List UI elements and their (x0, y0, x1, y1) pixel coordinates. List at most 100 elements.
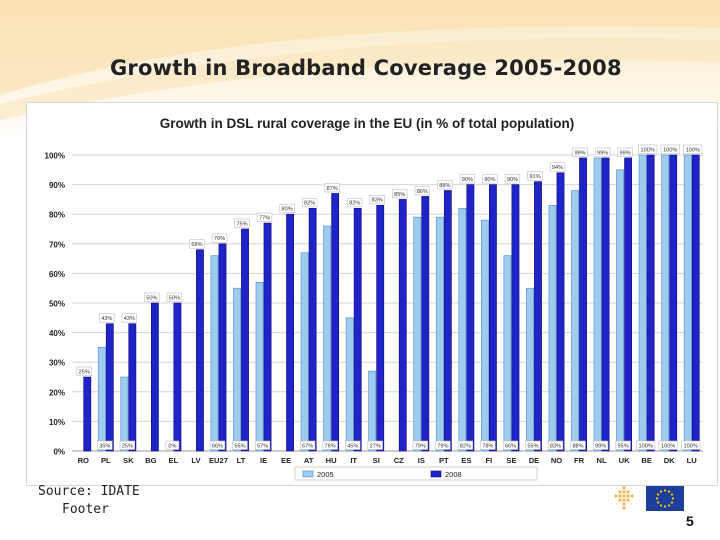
data-label-2008-it: 82% (349, 201, 360, 207)
logo-dot (618, 498, 622, 502)
data-label-2005-de: 55% (527, 443, 538, 449)
bar-2005-sk (120, 376, 129, 452)
bar-2005-si (368, 370, 377, 452)
bar-2008-se (511, 184, 520, 452)
data-label-2005-no-box (547, 440, 564, 450)
data-label-2005-it-box (345, 440, 361, 450)
flag-star (670, 501, 674, 504)
bar-2005-no (548, 205, 557, 452)
data-label-2008-at-box (301, 197, 318, 208)
x-tick-label-ie: IE (260, 456, 267, 465)
bar-2008-pt (443, 190, 452, 452)
x-tick-label-bg: BG (145, 456, 156, 465)
data-label-2005-fr: 88% (572, 443, 583, 449)
bar-2005-se (503, 255, 512, 452)
y-tick-label: 40% (49, 329, 65, 338)
x-tick-label-cz: CZ (394, 456, 404, 465)
data-label-2005-lu: 100% (684, 443, 698, 449)
data-label-2008-pl-box (99, 313, 115, 323)
data-label-2008-ro-box (76, 366, 92, 376)
data-label-2005-si: 27% (370, 443, 381, 449)
data-label-2005-nl-box (592, 440, 609, 450)
source-note: Source: IDATE (38, 484, 140, 499)
bar-2008-at (308, 207, 317, 452)
flag-star (663, 489, 667, 492)
data-label-2005-at: 67% (302, 443, 313, 449)
y-tick-label: 100% (45, 152, 65, 161)
data-label-2008-fi: 90% (484, 177, 495, 183)
data-label-2008-fr: 99% (574, 150, 585, 156)
data-label-2005-sk-box (119, 440, 135, 450)
data-label-2008-pt-box (437, 180, 453, 190)
data-label-2005-lu-box (681, 440, 701, 450)
logo-dot (622, 506, 626, 510)
x-tick-label-es: ES (461, 456, 471, 465)
data-label-2008-de-box (527, 171, 543, 181)
data-label-2008-ro: 25% (79, 369, 90, 375)
y-tick-label: 70% (49, 240, 65, 249)
data-label-2008-ie: 77% (259, 215, 270, 221)
bar-2005-be (638, 154, 647, 452)
y-tick-label: 10% (49, 418, 65, 427)
data-label-2005-uk-box (615, 440, 631, 450)
bar-2008-es (466, 184, 475, 452)
data-label-2008-is-box (414, 186, 430, 196)
bar-2005-ie (255, 281, 264, 452)
bar-2008-de (534, 181, 542, 452)
flag-star (670, 493, 674, 496)
data-label-2008-ie-box (256, 212, 273, 222)
y-tick-label: 30% (49, 359, 65, 368)
dots-logo-icon (614, 486, 634, 510)
bar-2005-pt (435, 216, 444, 452)
bar-2008-be (646, 154, 655, 452)
data-label-2008-el-box (166, 292, 183, 302)
data-label-2005-pt-box (435, 440, 451, 450)
data-label-2005-lt: 55% (234, 443, 245, 449)
x-tick-label-lt: LT (237, 456, 246, 465)
data-label-2008-eu27-box (211, 233, 228, 243)
bar-2008-ee (286, 213, 294, 452)
chart-title: Growth in DSL rural coverage in the EU (… (160, 116, 575, 131)
eu-flag-icon (646, 486, 684, 511)
y-axis-ticks: 0% 10% 20% 30% 40% 50% 60% 70% 80% 90% 100% (45, 152, 65, 457)
logo-dot (622, 486, 626, 490)
data-label-2005-si-box (367, 440, 383, 450)
bar-2008-dk (669, 154, 678, 452)
data-label-2008-fi-box (482, 174, 498, 184)
bar-2005-at (300, 252, 309, 452)
data-label-2008-uk: 99% (620, 150, 631, 156)
logo-dot (618, 494, 622, 498)
x-tick-label-dk: DK (664, 456, 675, 465)
data-label-2005-lt-box (232, 440, 248, 450)
legend: 2005 2008 (294, 466, 538, 481)
data-label-2005-el: 0% (168, 443, 176, 449)
data-label-2008-es-box (459, 174, 476, 184)
data-label-2008-cz-box (392, 189, 408, 199)
y-tick-label: 20% (49, 388, 65, 397)
flag-star (663, 505, 667, 508)
data-label-2008-es: 90% (462, 177, 473, 183)
y-tick-label: 90% (49, 181, 65, 190)
data-label-2008-cz: 85% (394, 192, 405, 198)
flag-star (667, 504, 671, 507)
x-tick-label-nl: NL (597, 456, 607, 465)
bar-2008-eu27 (218, 243, 227, 452)
logo-dot (614, 494, 618, 498)
bar-2008-fi (489, 184, 497, 452)
data-label-2008-pl: 43% (101, 316, 112, 322)
x-tick-label-it: IT (350, 456, 357, 465)
data-label-2008-dk: 100% (663, 147, 677, 153)
data-label-2008-hu: 87% (327, 186, 338, 192)
bar-2005-pl (97, 347, 106, 452)
flag-star (671, 497, 675, 500)
data-label-2005-ie: 57% (257, 443, 268, 449)
footer-text: Footer (62, 502, 109, 517)
data-label-2005-at-box (299, 440, 316, 450)
data-label-2008-de: 91% (529, 174, 540, 180)
data-label-2005-fi-box (480, 440, 496, 450)
data-label-2005-dk-box (658, 440, 678, 450)
legend-box (294, 466, 538, 481)
data-label-2005-it: 45% (347, 443, 358, 449)
x-tick-label-no: NO (551, 456, 562, 465)
data-label-2005-fr-box (570, 440, 586, 450)
